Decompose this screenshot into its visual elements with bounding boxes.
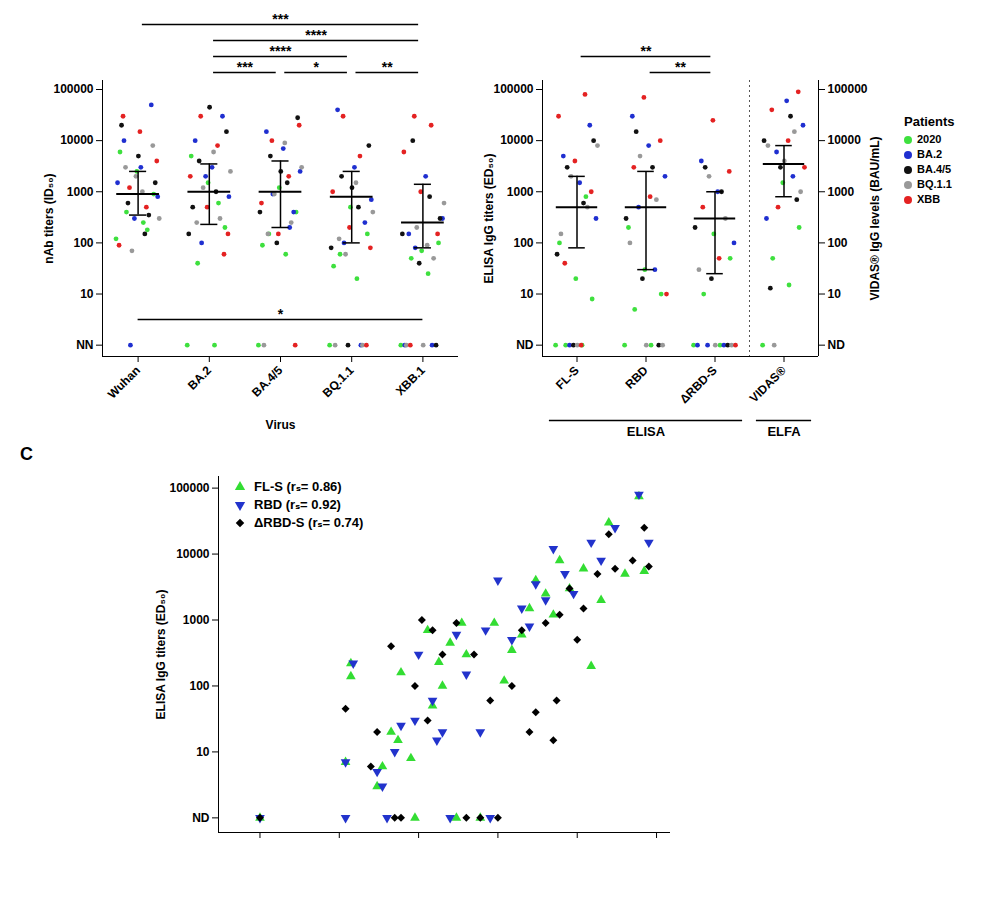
html-text:FL-S (rₛ= 0.86): FL-S (rₛ= 0.86) — [254, 479, 342, 494]
svg-text:10: 10 — [196, 745, 210, 759]
svg-text:1000: 1000 — [67, 185, 94, 199]
svg-text:ND: ND — [516, 338, 534, 352]
html-text:RBD (rₛ= 0.92): RBD (rₛ= 0.92) — [254, 497, 341, 512]
svg-text:100: 100 — [189, 679, 209, 693]
svg-text:1000: 1000 — [828, 185, 855, 199]
svg-text:***: *** — [237, 59, 254, 75]
svg-text:**: ** — [675, 59, 686, 75]
svg-text:ΔRBD-S: ΔRBD-S — [677, 363, 720, 406]
html-text:BA.2: BA.2 — [917, 148, 943, 160]
svg-text:****: **** — [305, 27, 327, 43]
svg-text:**: ** — [641, 43, 652, 59]
html-text:Patients: Patients — [904, 114, 955, 129]
svg-text:*: * — [278, 306, 284, 322]
svg-text:10000: 10000 — [828, 133, 862, 147]
html-text:ΔRBD-S (rₛ= 0.74): ΔRBD-S (rₛ= 0.74) — [254, 515, 364, 530]
html-text:C: C — [20, 444, 33, 464]
svg-text:FL-S: FL-S — [553, 363, 582, 392]
svg-text:10: 10 — [80, 287, 94, 301]
svg-text:**: ** — [382, 59, 393, 75]
svg-text:10000: 10000 — [500, 133, 534, 147]
svg-text:RBD: RBD — [623, 363, 652, 392]
svg-text:100000: 100000 — [493, 82, 533, 96]
svg-text:100000: 100000 — [828, 82, 868, 96]
svg-text:BA.4/5: BA.4/5 — [249, 363, 286, 400]
svg-text:VIDAS®: VIDAS® — [747, 363, 789, 405]
svg-text:1000: 1000 — [507, 185, 534, 199]
svg-text:10: 10 — [828, 287, 842, 301]
html-text:XBB: XBB — [917, 193, 941, 205]
svg-text:100000: 100000 — [53, 82, 93, 96]
svg-text:ND: ND — [828, 338, 846, 352]
svg-text:***: *** — [272, 11, 289, 27]
svg-text:ELISA IgG titers (ED₅₀): ELISA IgG titers (ED₅₀) — [154, 590, 168, 720]
svg-text:Virus: Virus — [266, 418, 296, 432]
svg-text:ELISA: ELISA — [627, 424, 666, 439]
svg-text:****: **** — [270, 43, 292, 59]
svg-text:nAb titers (ID₅₀): nAb titers (ID₅₀) — [42, 173, 56, 263]
svg-text:ND: ND — [192, 811, 210, 825]
svg-text:BQ.1.1: BQ.1.1 — [320, 363, 357, 400]
svg-text:10000: 10000 — [176, 547, 210, 561]
svg-text:XBB.1: XBB.1 — [393, 363, 428, 398]
svg-text:ELFA: ELFA — [767, 424, 801, 439]
html-text:BA.4/5: BA.4/5 — [917, 163, 952, 175]
svg-text:BA.2: BA.2 — [185, 363, 214, 392]
svg-text:10000: 10000 — [60, 133, 94, 147]
svg-text:1000: 1000 — [183, 613, 210, 627]
svg-text:10: 10 — [520, 287, 534, 301]
html-text:2020: 2020 — [917, 133, 942, 145]
html-text:BQ.1.1: BQ.1.1 — [917, 178, 952, 190]
svg-text:100: 100 — [513, 236, 533, 250]
svg-text:ELISA IgG titers (ED₅₀): ELISA IgG titers (ED₅₀) — [482, 154, 496, 284]
svg-text:Wuhan: Wuhan — [105, 363, 143, 401]
svg-text:NN: NN — [76, 338, 93, 352]
svg-text:*: * — [313, 59, 319, 75]
svg-text:VIDAS® IgG levels (BAU/mL): VIDAS® IgG levels (BAU/mL) — [868, 136, 882, 300]
svg-text:100: 100 — [828, 236, 848, 250]
svg-text:100000: 100000 — [169, 481, 209, 495]
svg-text:100: 100 — [73, 236, 93, 250]
